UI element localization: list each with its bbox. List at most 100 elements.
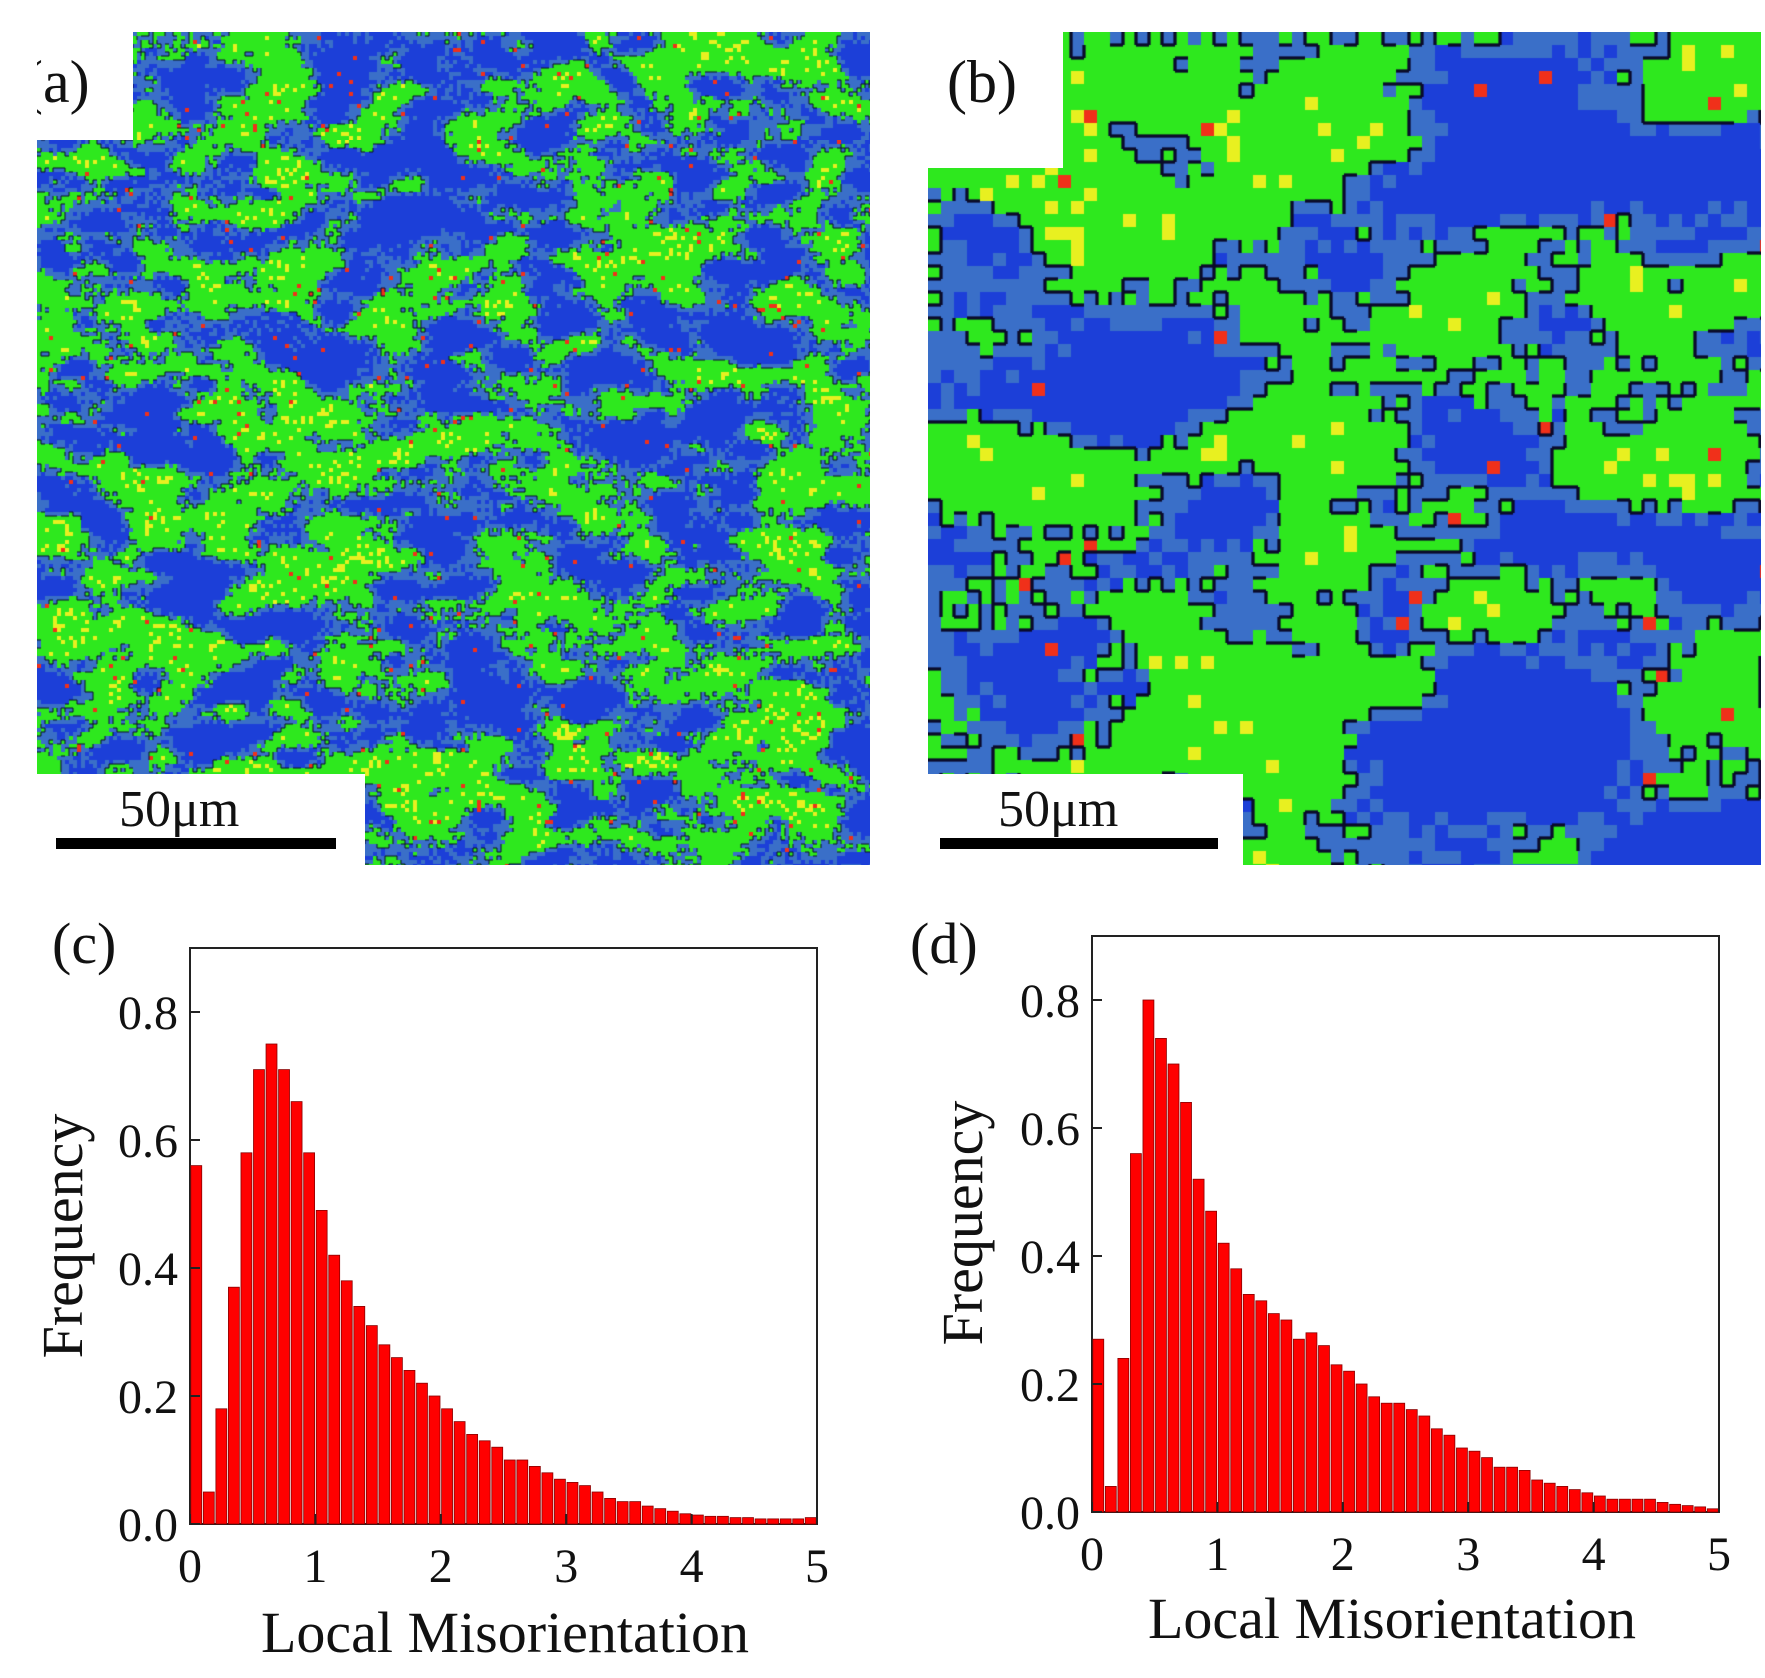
bar-d-23 xyxy=(1380,1402,1393,1513)
bar-d-10 xyxy=(1217,1242,1230,1513)
x-ticks-c: 0 1 2 3 4 5 xyxy=(178,1514,829,1593)
bar-c-16 xyxy=(391,1357,403,1525)
bar-d-0 xyxy=(1092,1338,1105,1513)
panel-label-a: (a) xyxy=(37,32,133,140)
bar-d-17 xyxy=(1305,1332,1318,1513)
bar-d-49 xyxy=(1706,1508,1719,1513)
bar-c-35 xyxy=(629,1501,642,1525)
bar-c-13 xyxy=(353,1305,366,1525)
bar-d-2 xyxy=(1117,1357,1130,1513)
bar-d-45 xyxy=(1656,1502,1669,1513)
bar-c-43 xyxy=(729,1517,742,1525)
bar-d-24 xyxy=(1393,1402,1406,1513)
kam-map-a-canvas xyxy=(37,32,870,865)
y-ticks-c: 0.0 0.2 0.4 0.6 0.8 xyxy=(118,987,200,1552)
bar-c-26 xyxy=(516,1459,529,1525)
y-tick-label-c-1: 0.2 xyxy=(118,1371,178,1424)
bar-d-46 xyxy=(1669,1503,1681,1513)
bar-d-39 xyxy=(1581,1492,1594,1513)
bar-c-38 xyxy=(666,1510,679,1525)
bar-d-19 xyxy=(1330,1364,1343,1513)
y-tick-label-d-0: 0.0 xyxy=(1020,1487,1080,1540)
bar-d-21 xyxy=(1355,1383,1368,1513)
x-tick-label-c-3: 3 xyxy=(554,1540,578,1593)
bar-c-27 xyxy=(528,1466,541,1525)
bar-d-15 xyxy=(1280,1319,1293,1513)
plot-frame-c xyxy=(189,947,818,1525)
bar-d-35 xyxy=(1531,1479,1544,1513)
scale-bar-a xyxy=(56,838,336,849)
bar-d-27 xyxy=(1430,1428,1443,1513)
x-tick-label-d-2: 2 xyxy=(1331,1528,1355,1581)
x-tick-label-d-3: 3 xyxy=(1456,1528,1480,1581)
bar-c-44 xyxy=(742,1517,754,1525)
x-axis-label-d: Local Misorientation xyxy=(1148,1586,1636,1651)
bar-c-1 xyxy=(202,1491,215,1525)
panel-label-b: (b) xyxy=(928,32,1063,168)
bars-d xyxy=(1092,999,1719,1513)
kam-map-b-canvas xyxy=(928,32,1761,865)
bar-d-18 xyxy=(1318,1345,1330,1513)
bar-c-2 xyxy=(215,1408,228,1525)
bar-d-26 xyxy=(1418,1415,1431,1513)
bars-c xyxy=(190,1043,817,1525)
y-tick-label-d-1: 0.2 xyxy=(1020,1359,1080,1412)
bar-c-9 xyxy=(303,1152,316,1525)
bar-d-30 xyxy=(1468,1450,1481,1513)
scale-bar-b xyxy=(940,838,1218,849)
y-tick-label-c-2: 0.4 xyxy=(118,1243,178,1296)
bar-c-19 xyxy=(428,1395,441,1525)
bar-c-46 xyxy=(767,1518,779,1525)
bar-c-33 xyxy=(604,1498,616,1525)
bar-d-4 xyxy=(1142,999,1155,1513)
bar-d-6 xyxy=(1167,1063,1180,1513)
bar-c-15 xyxy=(378,1344,391,1525)
bar-d-9 xyxy=(1205,1210,1218,1513)
x-tick-label-d-4: 4 xyxy=(1582,1528,1606,1581)
bar-c-10 xyxy=(315,1209,328,1525)
bar-d-5 xyxy=(1155,1037,1167,1513)
bar-d-14 xyxy=(1267,1313,1280,1513)
bar-d-11 xyxy=(1230,1268,1243,1513)
x-tick-label-c-4: 4 xyxy=(680,1540,704,1593)
bar-d-36 xyxy=(1543,1482,1556,1513)
bar-c-4 xyxy=(240,1152,253,1525)
panel-label-c: (c) xyxy=(52,911,116,976)
panel-label-d: (d) xyxy=(910,911,978,976)
bar-d-25 xyxy=(1405,1409,1418,1513)
bar-c-5 xyxy=(253,1069,265,1525)
bar-d-32 xyxy=(1493,1466,1506,1513)
bar-d-37 xyxy=(1556,1486,1569,1513)
bar-d-41 xyxy=(1606,1498,1619,1513)
bar-c-22 xyxy=(466,1434,479,1525)
bar-d-33 xyxy=(1506,1466,1518,1513)
bar-d-8 xyxy=(1192,1178,1205,1513)
bar-c-45 xyxy=(754,1518,767,1525)
bar-c-12 xyxy=(340,1280,353,1525)
y-tick-label-d-4: 0.8 xyxy=(1020,975,1080,1028)
y-axis-label-d: Frequency xyxy=(930,1101,995,1346)
x-tick-label-d-5: 5 xyxy=(1707,1528,1731,1581)
bar-d-38 xyxy=(1568,1489,1581,1513)
bar-d-42 xyxy=(1619,1498,1631,1513)
scale-text-b: 50μm xyxy=(998,781,1119,838)
bar-c-37 xyxy=(654,1508,667,1525)
bar-c-49 xyxy=(804,1517,817,1525)
plot-frame-d xyxy=(1091,935,1720,1513)
bar-d-16 xyxy=(1293,1338,1305,1513)
y-tick-label-d-2: 0.4 xyxy=(1020,1231,1080,1284)
bar-c-30 xyxy=(566,1482,579,1525)
bar-c-36 xyxy=(641,1505,654,1525)
bar-c-48 xyxy=(792,1518,805,1525)
bar-d-48 xyxy=(1694,1506,1707,1513)
ebsd-map-a: (a) 50μm xyxy=(37,32,870,865)
bar-d-31 xyxy=(1481,1457,1493,1513)
bar-c-3 xyxy=(228,1286,240,1525)
scale-box-b xyxy=(928,774,1243,865)
histogram-c: (c) 0.0 0.2 0.4 0.6 0.8 0 1 2 3 4 5 Frequency Loc… xyxy=(30,911,829,1665)
y-tick-label-d-3: 0.6 xyxy=(1020,1103,1080,1156)
bar-d-7 xyxy=(1180,1101,1192,1513)
x-axis-label-c: Local Misorientation xyxy=(261,1600,749,1665)
bar-d-43 xyxy=(1631,1498,1644,1513)
bar-d-28 xyxy=(1443,1434,1456,1513)
